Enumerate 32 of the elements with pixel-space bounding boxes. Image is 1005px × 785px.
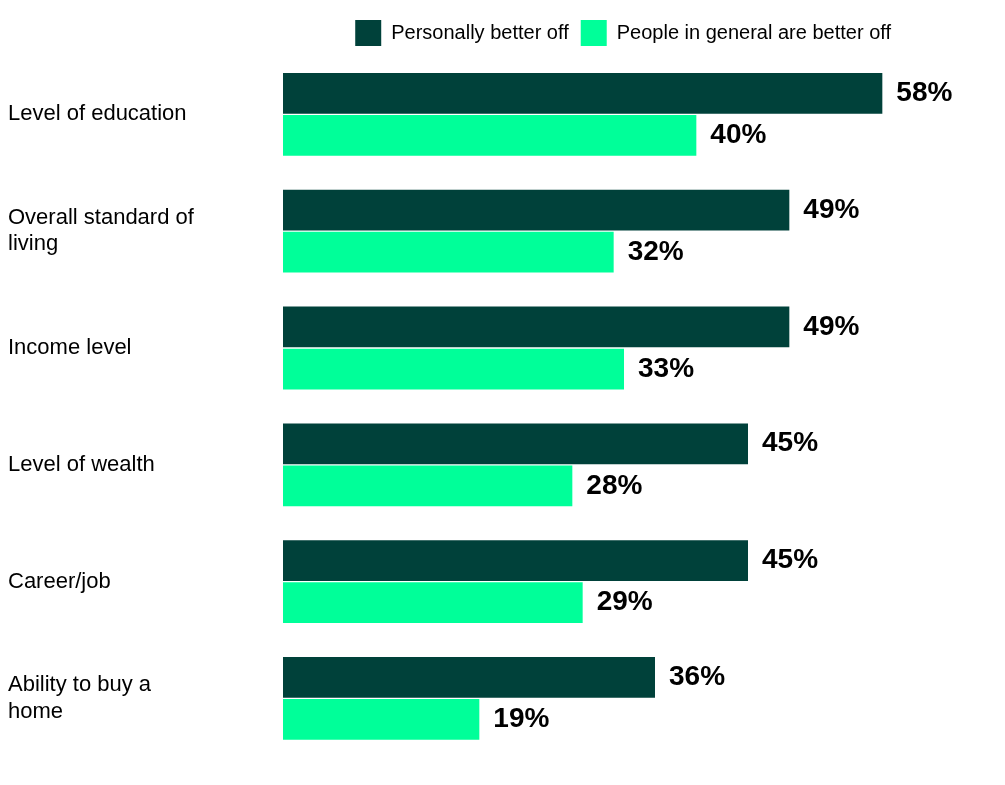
data-label: 19% [493, 702, 550, 734]
y-tick-label: Overall standard of living [8, 204, 195, 256]
y-tick-label: Level of wealth [8, 450, 155, 476]
bar [283, 465, 573, 507]
data-label: 49% [803, 309, 860, 341]
legend-label: People in general are better off [616, 20, 892, 43]
data-label: 58% [896, 76, 953, 108]
bar [283, 72, 883, 114]
data-label: 28% [586, 468, 643, 500]
y-tick-label: Ability to buy a home [8, 671, 152, 723]
data-label: 33% [638, 351, 695, 383]
y-tick-label: Income level [8, 334, 132, 360]
data-label: 29% [596, 585, 653, 617]
bar [283, 656, 655, 698]
data-label: 45% [762, 426, 819, 458]
bar [283, 582, 583, 624]
data-label: 36% [669, 660, 726, 692]
data-label: 40% [710, 118, 767, 150]
bar [283, 699, 480, 740]
bar [283, 231, 614, 273]
y-tick-label: Level of education [8, 100, 187, 126]
data-label: 32% [627, 234, 684, 266]
data-label: 49% [803, 192, 860, 224]
y-tick-label: Career/job [8, 567, 111, 593]
bar [283, 306, 790, 348]
bar [283, 348, 624, 390]
data-label: 45% [762, 543, 819, 575]
bar [283, 189, 790, 231]
legend-label: Personally better off [391, 20, 570, 43]
bar [283, 540, 748, 581]
bar [283, 423, 748, 465]
bar [283, 115, 697, 156]
